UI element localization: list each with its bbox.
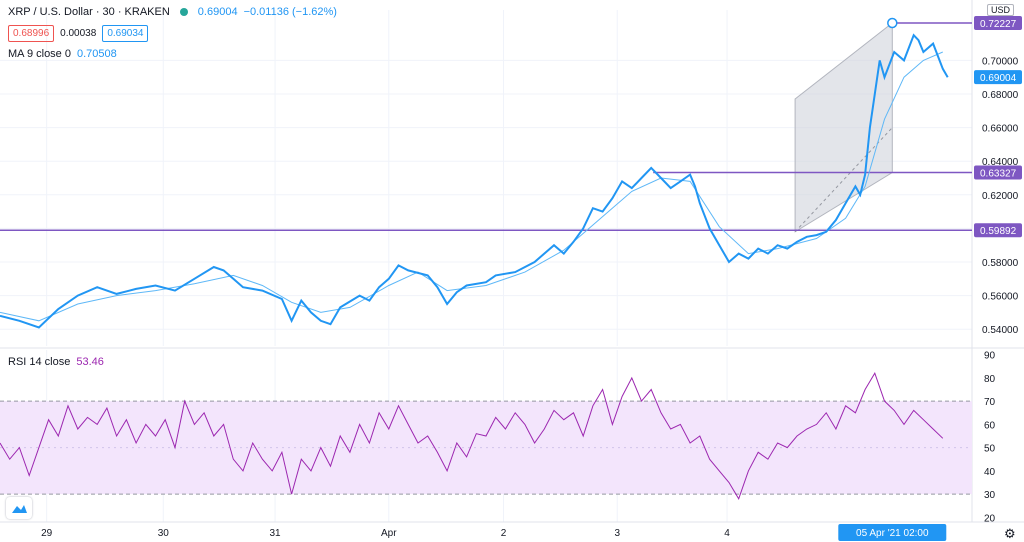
bid-ask-row: 0.68996 0.00038 0.69034	[8, 25, 149, 42]
rsi-value: 53.46	[76, 356, 104, 368]
price-label-text: 0.63327	[980, 169, 1017, 180]
price-tick-label: 0.64000	[982, 157, 1019, 168]
symbol-legend: XRP / U.S. Dollar · 30 · KRAKEN 0.69004 …	[8, 6, 337, 18]
price-line[interactable]	[0, 33, 949, 329]
price-tick-label: 0.70000	[982, 56, 1019, 67]
price-label-tag	[974, 223, 1022, 238]
rsi-tick-label: 60	[984, 420, 996, 431]
crosshair-time-label: 05 Apr '21 02:00	[856, 528, 929, 539]
price-tick-label: 0.56000	[982, 292, 1019, 303]
rsi-label: RSI 14 close	[8, 356, 71, 368]
price-label-text: 0.59892	[980, 226, 1017, 237]
price-label-tag	[974, 70, 1022, 85]
price-label-tag	[974, 15, 1022, 30]
price-tick-label: 0.62000	[982, 191, 1019, 202]
market-open-dot-icon	[179, 8, 188, 16]
price-label-tag	[974, 165, 1022, 180]
rsi-tick-label: 70	[984, 397, 996, 408]
settings-gear-icon[interactable]: ⚙	[1004, 526, 1016, 541]
time-tick-label: 3	[614, 528, 620, 539]
ma-legend[interactable]: MA 9 close 0 0.70508	[8, 48, 117, 60]
crosshair-time-tag	[838, 524, 947, 541]
spread-value: 0.00038	[60, 28, 97, 39]
ma-line[interactable]	[0, 51, 943, 322]
price-label-text: 0.72227	[980, 19, 1017, 30]
price-tick-label: 0.58000	[982, 258, 1019, 269]
rsi-tick-label: 90	[984, 351, 996, 362]
time-tick-label: 4	[724, 528, 730, 539]
projection-shape[interactable]	[794, 21, 893, 233]
symbol-title[interactable]: XRP / U.S. Dollar · 30 · KRAKEN	[8, 6, 170, 18]
price-tick-label: 0.68000	[982, 90, 1019, 101]
rsi-legend[interactable]: RSI 14 close 53.46	[8, 356, 104, 368]
time-tick-label: 31	[270, 528, 282, 539]
time-tick-label: Apr	[381, 528, 397, 539]
cloud-logo-icon	[12, 505, 27, 513]
rsi-tick-label: 20	[984, 513, 996, 524]
ma-value: 0.70508	[76, 48, 117, 60]
price-change: −0.01136 (−1.62%)	[243, 6, 337, 18]
price-label-text: 0.69004	[980, 73, 1017, 84]
last-price: 0.69004	[197, 6, 238, 18]
time-tick-label: 2	[501, 528, 507, 539]
ma-label: MA 9 close 0	[8, 48, 71, 60]
rsi-tick-label: 30	[984, 490, 996, 501]
rsi-tick-label: 50	[984, 444, 996, 455]
rsi-line[interactable]	[0, 372, 944, 500]
ask-button[interactable]: 0.69034	[102, 25, 149, 42]
time-tick-label: 30	[158, 528, 170, 539]
time-tick-label: 29	[41, 528, 53, 539]
price-tick-label: 0.66000	[982, 124, 1019, 135]
rsi-tick-label: 40	[984, 467, 996, 478]
tradingview-logo[interactable]	[6, 497, 32, 519]
currency-button[interactable]: USD	[987, 4, 1015, 16]
rsi-tick-label: 80	[984, 374, 996, 385]
line-anchor-handle[interactable]	[887, 17, 898, 29]
price-tick-label: 0.54000	[982, 325, 1019, 336]
bid-button[interactable]: 0.68996	[8, 25, 55, 42]
